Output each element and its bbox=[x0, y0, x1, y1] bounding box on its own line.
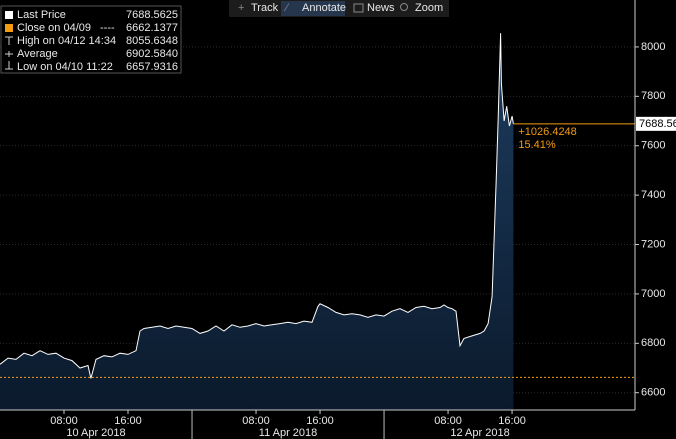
y-tick-label: 7200 bbox=[641, 238, 665, 250]
icon bbox=[400, 3, 408, 11]
legend-icon bbox=[5, 61, 13, 70]
icon: ⁄ bbox=[283, 2, 290, 14]
toolbar-active bbox=[281, 1, 345, 16]
date-label: 11 Apr 2018 bbox=[259, 427, 318, 439]
legend-value: 6902.5840 bbox=[126, 48, 178, 60]
toolbar-item[interactable]: Annotate bbox=[302, 2, 346, 14]
legend-value: 8055.6348 bbox=[126, 35, 178, 47]
icon bbox=[353, 3, 364, 13]
annotation: +1026.4248 bbox=[518, 126, 576, 138]
toolbar-item[interactable]: News bbox=[367, 2, 395, 14]
y-tick-label: 6800 bbox=[641, 337, 665, 349]
date-label: 10 Apr 2018 bbox=[66, 427, 125, 439]
legend-label: High on 04/12 14:34 bbox=[17, 35, 116, 47]
legend-icon bbox=[5, 11, 13, 19]
legend-icon bbox=[5, 36, 13, 45]
date-label: 12 Apr 2018 bbox=[450, 427, 509, 439]
y-tick-label: 8000 bbox=[641, 41, 665, 53]
last-price-box bbox=[636, 116, 676, 131]
legend-icon bbox=[5, 51, 13, 57]
last-price-label: 7688.56 bbox=[639, 118, 676, 130]
toolbar-item[interactable]: Zoom bbox=[415, 2, 443, 14]
x-tick-label: 08:00 bbox=[50, 415, 78, 427]
y-tick-label: 7600 bbox=[641, 140, 665, 152]
legend-dash: ---- bbox=[100, 22, 115, 34]
y-tick-label: 7800 bbox=[641, 90, 665, 102]
x-tick-label: 16:00 bbox=[306, 415, 334, 427]
toolbar-item[interactable]: Track bbox=[251, 2, 279, 14]
legend-icon bbox=[5, 24, 13, 32]
x-tick-label: 08:00 bbox=[242, 415, 270, 427]
y-tick-label: 7400 bbox=[641, 189, 665, 201]
x-tick-label: 16:00 bbox=[114, 415, 142, 427]
legend-value: 7688.5625 bbox=[126, 9, 178, 21]
legend-label: Close on 04/09 bbox=[17, 22, 91, 34]
annotation: 15.41% bbox=[518, 139, 556, 151]
legend-label: Low on 04/10 11:22 bbox=[17, 61, 113, 73]
y-tick-label: 7000 bbox=[641, 288, 665, 300]
legend-label: Average bbox=[17, 48, 58, 60]
y-tick-label: 6600 bbox=[641, 387, 665, 399]
price-line bbox=[0, 33, 514, 379]
legend-value: 6662.1377 bbox=[126, 22, 178, 34]
legend-label: Last Price bbox=[17, 9, 66, 21]
legend-box bbox=[0, 5, 182, 74]
x-tick-label: 08:00 bbox=[434, 415, 462, 427]
legend: Last Price 7688.5625 Close on 04/09 ----… bbox=[0, 5, 182, 74]
legend-value: 6657.9316 bbox=[126, 61, 178, 73]
toolbar: + Track ⁄ Annotate News Zoom bbox=[229, 0, 449, 17]
x-tick-label: 16:00 bbox=[498, 415, 526, 427]
icon: + bbox=[238, 2, 244, 14]
